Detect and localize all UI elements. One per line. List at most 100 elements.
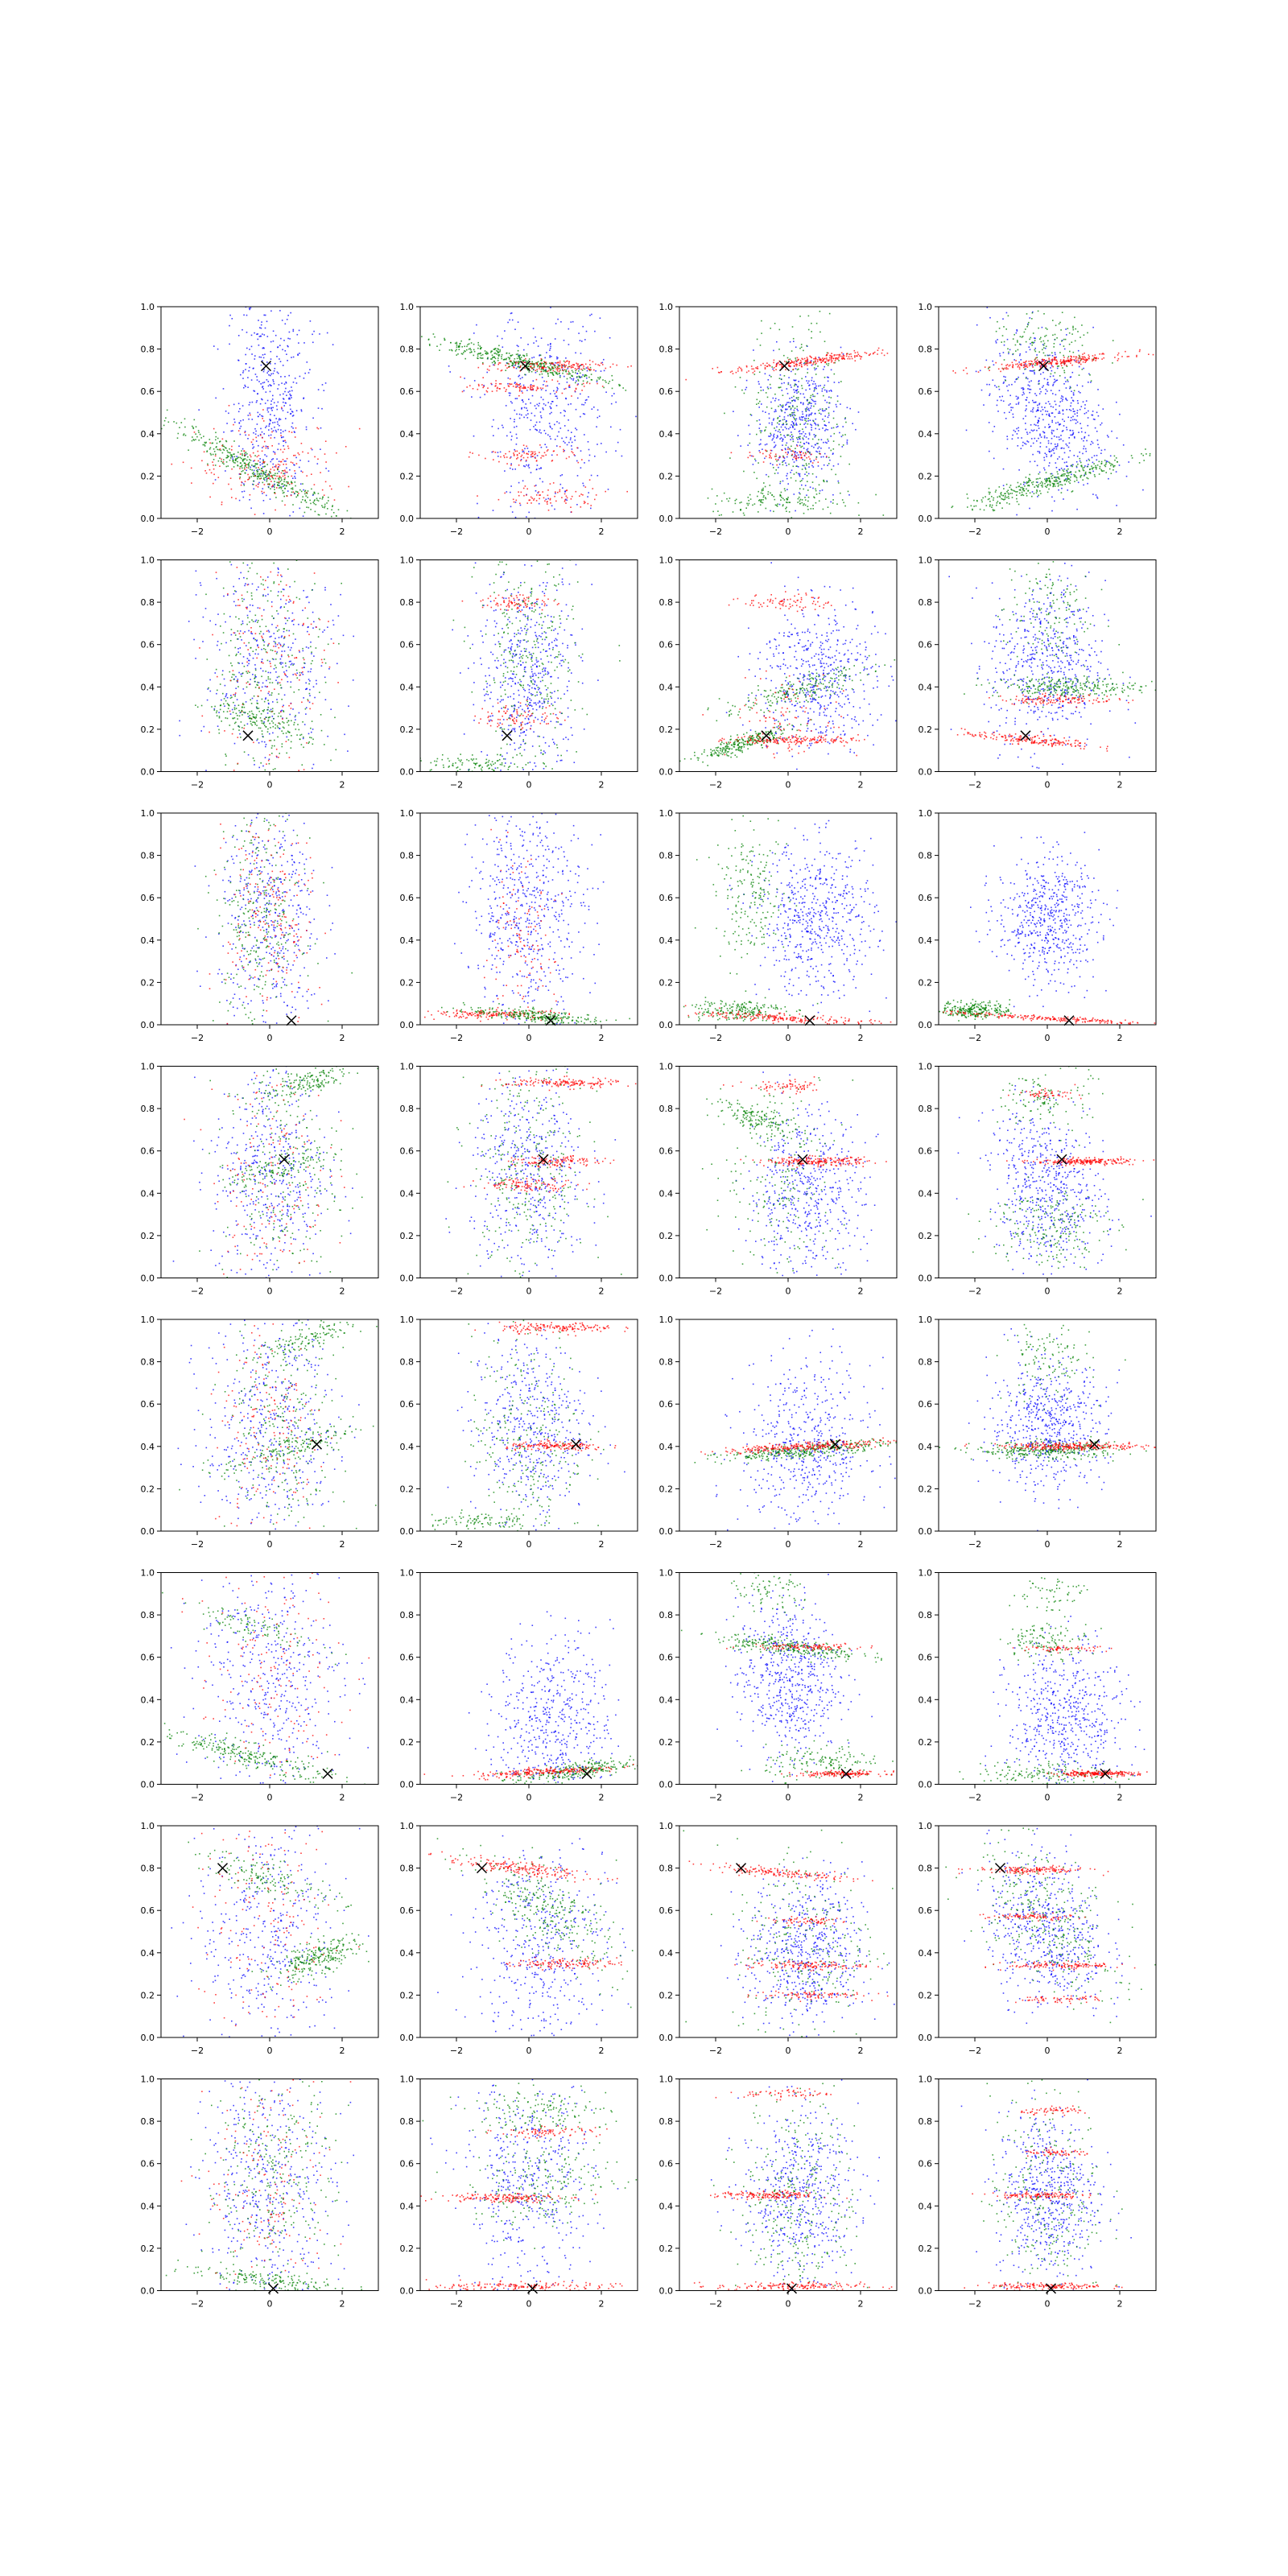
scatter-point <box>1022 488 1025 489</box>
scatter-point <box>1081 369 1084 370</box>
scatter-point <box>1020 364 1022 366</box>
scatter-point <box>551 372 554 374</box>
scatter-point <box>805 360 807 361</box>
scatter-point <box>280 460 283 463</box>
scatter-point <box>1011 438 1013 440</box>
scatter-point <box>1044 365 1046 366</box>
scatter-point <box>762 411 764 412</box>
scatter-point <box>547 434 549 436</box>
scatter-point <box>803 459 806 461</box>
scatter-point <box>263 491 265 493</box>
scatter-point <box>276 356 278 357</box>
scatter-point <box>1036 364 1038 366</box>
scatter-point <box>547 494 549 497</box>
scatter-point <box>1025 415 1026 417</box>
scatter-point <box>592 488 594 489</box>
scatter-point <box>769 436 771 437</box>
scatter-point <box>1015 332 1018 334</box>
scatter-point <box>216 577 217 580</box>
scatter-point <box>842 444 844 446</box>
scatter-point <box>806 365 808 366</box>
scatter-point <box>526 362 527 364</box>
scatter-point <box>568 403 569 406</box>
scatter-point <box>811 445 813 448</box>
scatter-point <box>993 457 995 460</box>
scatter-point <box>291 488 292 489</box>
scatter-point <box>241 457 242 460</box>
scatter-point <box>1044 360 1046 361</box>
scatter-point <box>239 408 241 410</box>
scatter-point <box>262 354 264 356</box>
scatter-point <box>986 383 988 386</box>
scatter-point <box>1028 321 1030 324</box>
scatter-point <box>208 448 211 450</box>
scatter-point <box>269 471 271 473</box>
scatter-point <box>248 463 250 464</box>
scatter-point <box>799 444 801 447</box>
scatter-point <box>486 352 489 354</box>
scatter-point <box>778 503 781 506</box>
scatter-point <box>1056 337 1058 339</box>
scatter-point <box>215 453 217 456</box>
scatter-point <box>1034 340 1036 341</box>
scatter-point <box>801 357 803 360</box>
scatter-point <box>1063 461 1066 464</box>
scatter-point <box>1108 461 1110 463</box>
scatter-point <box>458 349 460 350</box>
scatter-point <box>603 369 605 372</box>
scatter-point <box>484 350 486 352</box>
scatter-point <box>332 344 334 345</box>
scatter-point <box>266 476 267 477</box>
scatter-point <box>311 731 312 733</box>
scatter-point <box>522 451 524 452</box>
cluster-green <box>707 488 885 518</box>
scatter-point <box>1013 359 1015 361</box>
scatter-point <box>797 398 799 401</box>
scatter-point <box>491 451 493 453</box>
scatter-point <box>775 504 778 506</box>
scatter-point <box>508 386 510 387</box>
scatter-point <box>840 381 842 382</box>
scatter-point <box>836 406 838 408</box>
scatter-point <box>212 453 214 456</box>
scatter-point <box>997 368 1000 370</box>
scatter-point <box>308 460 310 462</box>
scatter-point <box>1091 467 1093 469</box>
scatter-point <box>1036 440 1038 442</box>
scatter-point <box>1034 369 1035 371</box>
scatter-point <box>1113 466 1115 468</box>
scatter-point <box>1048 357 1050 359</box>
scatter-point <box>247 467 250 469</box>
scatter-point <box>1088 373 1090 375</box>
scatter-point <box>348 485 349 488</box>
scatter-point <box>520 358 522 361</box>
scatter-point <box>321 505 323 506</box>
scatter-point <box>833 361 835 364</box>
scatter-point <box>811 481 814 483</box>
scatter-point <box>807 423 809 425</box>
scatter-point <box>1096 357 1097 359</box>
scatter-point <box>816 359 819 361</box>
scatter-point <box>820 448 822 449</box>
scatter-point <box>506 435 508 437</box>
scatter-point <box>247 377 249 378</box>
scatter-point <box>244 472 246 474</box>
scatter-point <box>1057 443 1059 445</box>
scatter-point <box>1065 381 1067 382</box>
scatter-point <box>535 457 536 459</box>
scatter-point <box>792 369 795 370</box>
scatter-point <box>1060 397 1063 399</box>
scatter-point <box>527 386 529 389</box>
scatter-point <box>1046 328 1048 330</box>
x-tick-label: 2 <box>599 526 605 537</box>
scatter-point <box>250 307 252 309</box>
scatter-point <box>568 441 570 444</box>
scatter-point <box>514 469 516 470</box>
scatter-point <box>823 481 825 483</box>
scatter-point <box>234 462 236 464</box>
scatter-point <box>599 365 601 366</box>
scatter-point <box>279 658 282 660</box>
scatter-point <box>504 330 506 332</box>
scatter-point <box>1073 474 1075 476</box>
scatter-point <box>813 405 815 407</box>
